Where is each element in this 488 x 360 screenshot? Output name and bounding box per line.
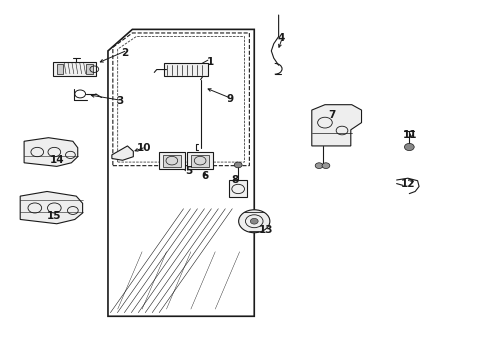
Text: 1: 1 [206,57,214,67]
Polygon shape [108,30,254,316]
Circle shape [322,163,329,168]
Polygon shape [24,138,78,166]
Text: 6: 6 [202,171,209,181]
Polygon shape [20,192,82,224]
Text: 10: 10 [137,143,151,153]
Circle shape [404,143,413,150]
Circle shape [250,219,258,224]
Text: 7: 7 [328,111,335,121]
Text: 4: 4 [277,33,284,43]
Bar [86,64,93,74]
Bar [187,152,212,169]
Text: 13: 13 [259,225,273,235]
Circle shape [234,162,242,168]
Text: 5: 5 [184,166,192,176]
Polygon shape [311,105,361,146]
Text: 12: 12 [400,179,414,189]
Text: 9: 9 [226,94,233,104]
Bar [159,152,184,169]
Bar [57,64,62,74]
Text: 8: 8 [231,175,238,185]
Bar [163,154,180,167]
Bar [53,62,96,76]
Circle shape [315,163,323,168]
Text: 14: 14 [49,155,64,165]
Text: 2: 2 [121,48,128,58]
Bar [228,180,247,197]
Text: 11: 11 [402,130,417,140]
Bar [191,154,208,167]
Text: 3: 3 [116,96,123,106]
Circle shape [238,210,269,233]
Polygon shape [112,146,133,160]
Bar [163,63,207,76]
Text: 15: 15 [47,211,61,221]
